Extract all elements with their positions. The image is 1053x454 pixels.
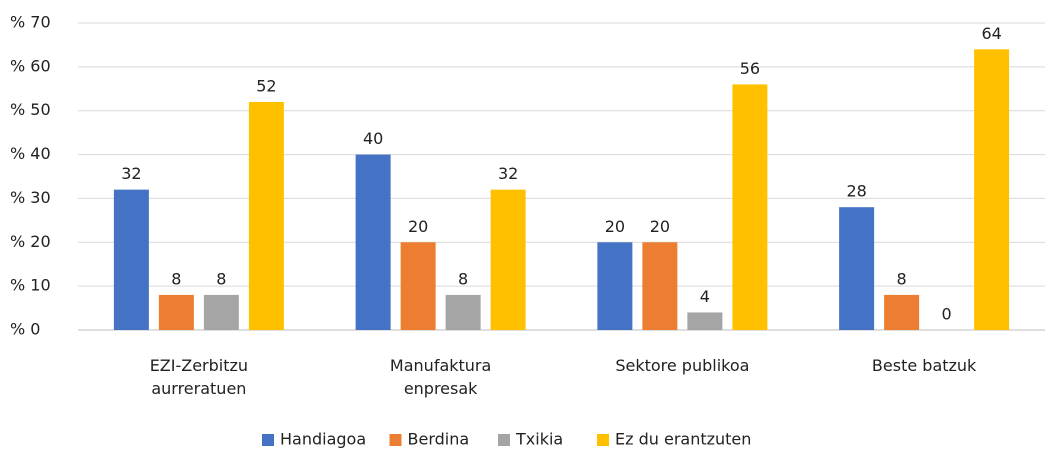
y-tick-label: % 10 [10,276,51,295]
data-label: 64 [981,24,1001,43]
data-label: 0 [942,305,952,324]
legend-label: Txikia [515,430,563,449]
bar [490,189,526,330]
data-label: 20 [408,217,428,236]
data-label: 8 [171,269,181,288]
data-label: 20 [605,217,625,236]
data-label: 52 [256,76,276,95]
legend-label: Ez du erantzuten [615,430,751,449]
y-tick-label: % 20 [10,232,51,251]
x-tick-label: EZI-Zerbitzu aurreratuen [149,356,249,398]
data-label: 32 [121,164,141,183]
bar [687,312,723,330]
bar [203,294,239,330]
x-tick-label: Manufaktura enpresak [389,356,492,398]
legend-swatch [498,434,510,446]
bar [597,242,633,330]
y-tick-label: % 60 [10,56,51,75]
bar [732,84,768,331]
y-tick-label: % 0 [10,320,40,339]
bar [884,294,920,330]
data-label: 8 [458,269,468,288]
legend-swatch [262,434,274,446]
data-label: 20 [650,217,670,236]
data-label: 8 [897,269,907,288]
data-label: 28 [846,182,866,201]
bar [642,242,678,330]
bar [400,242,436,330]
y-tick-label: % 70 [10,13,51,32]
bar [158,294,194,330]
data-label: 4 [700,287,710,306]
x-tick-label: Beste batzuk [871,356,977,375]
data-label: 40 [363,129,383,148]
legend-swatch [597,434,609,446]
y-tick-label: % 40 [10,144,51,163]
data-label: 56 [740,59,760,78]
data-label: 8 [216,269,226,288]
bar [839,207,875,330]
bar [445,294,481,330]
bar [974,49,1010,331]
legend-label: Berdina [408,430,470,449]
bar [113,189,149,330]
y-tick-label: % 50 [10,100,51,119]
x-tick-label: Sektore publikoa [615,356,750,375]
y-tick-label: % 30 [10,188,51,207]
bar [355,154,391,330]
legend-label: Handiagoa [280,430,366,449]
bar [248,101,284,330]
data-label: 32 [498,164,518,183]
legend-swatch [389,434,402,446]
